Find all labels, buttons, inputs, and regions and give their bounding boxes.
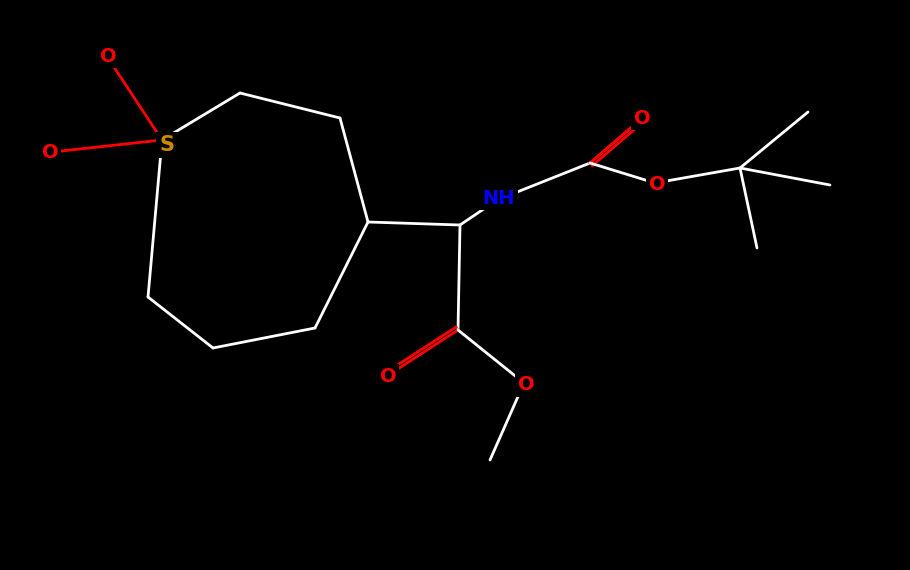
Text: S: S	[159, 135, 175, 155]
Text: O: O	[518, 376, 534, 394]
Text: O: O	[649, 176, 665, 194]
Text: O: O	[42, 142, 58, 161]
Text: NH: NH	[482, 189, 515, 207]
Text: O: O	[379, 367, 397, 385]
Text: O: O	[633, 108, 651, 128]
Text: O: O	[100, 47, 116, 66]
